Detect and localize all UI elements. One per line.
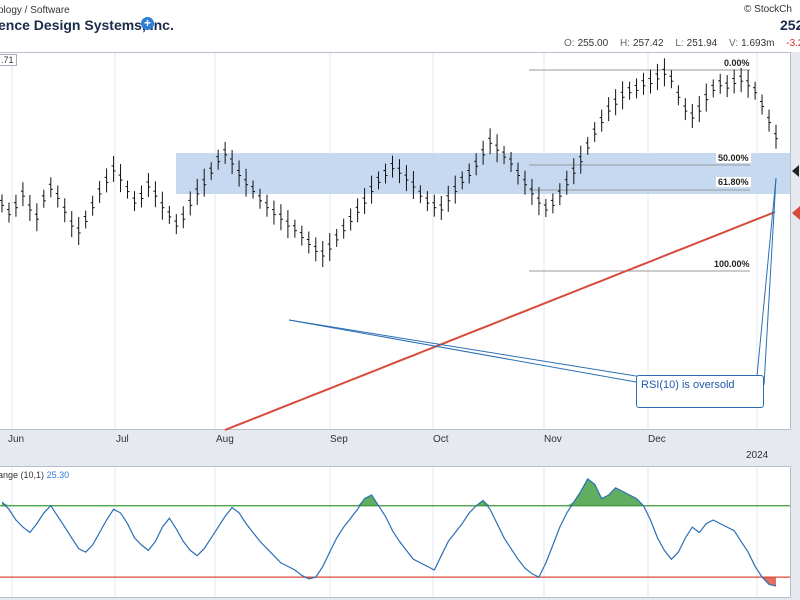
callout-line-low2: [288, 319, 637, 377]
fib-label-618: 61.80%: [716, 177, 751, 187]
fib-label-50: 50.00%: [716, 153, 751, 163]
volume-key: V:: [729, 38, 739, 49]
chart-header: ology / Software ence Design Systems, In…: [0, 0, 800, 52]
x-tick-label: Dec: [648, 434, 666, 445]
rsi-oversold-callout: RSI(10) is oversold: [636, 375, 764, 408]
open-key: O:: [564, 38, 575, 49]
fib-label-100: 100.00%: [712, 259, 752, 269]
x-tick-label: 2024: [746, 450, 769, 461]
high-value: 257.42: [632, 38, 664, 49]
overbought-fill: [2, 478, 644, 506]
sma-line: [224, 211, 776, 431]
callout-line-high2: [763, 177, 777, 386]
low-value: 251.94: [686, 38, 718, 49]
rsi-legend-label: ange (10,1): [0, 470, 45, 480]
low-key: L:: [675, 38, 684, 49]
x-tick-label: Jul: [116, 434, 129, 445]
sector-breadcrumb[interactable]: ology / Software: [0, 5, 70, 16]
company-title: ence Design Systems, Inc.: [0, 17, 174, 33]
price-marker: [792, 165, 799, 177]
rsi-legend-value: 25.30: [46, 470, 70, 480]
add-plus-icon[interactable]: +: [141, 17, 154, 30]
brand-label: © StockCh: [744, 4, 792, 15]
x-tick-label: Nov: [544, 434, 562, 445]
x-axis-labels: Jun Jul Aug Sep Oct Nov Dec 2024: [0, 430, 800, 466]
fib-label-0: 0.00%: [722, 58, 752, 68]
last-price: 252: [780, 17, 800, 33]
rsi-legend: ange (10,1) 25.30: [0, 470, 69, 480]
callout-line-low: [288, 319, 637, 383]
sma-marker: [792, 206, 800, 220]
price-panel[interactable]: [0, 52, 791, 430]
main-legend-value: .71: [0, 54, 17, 66]
x-tick-label: Sep: [330, 434, 348, 445]
price-change: -3.21: [786, 38, 800, 49]
volume-value: 1.693m: [741, 38, 775, 49]
ohlc-readout: O:255.00 H:257.42 L:251.94 V:1.693m -3.2…: [564, 38, 800, 49]
high-key: H:: [619, 38, 630, 49]
oversold-fill: [301, 577, 776, 587]
x-tick-label: Aug: [216, 434, 234, 445]
x-tick-label: Jun: [8, 434, 25, 445]
x-tick-label: Oct: [433, 434, 449, 445]
open-value: 255.00: [577, 38, 609, 49]
rsi-line: [1, 477, 777, 587]
y-axis-strip: [791, 52, 800, 600]
callout-line-high: [636, 177, 777, 377]
